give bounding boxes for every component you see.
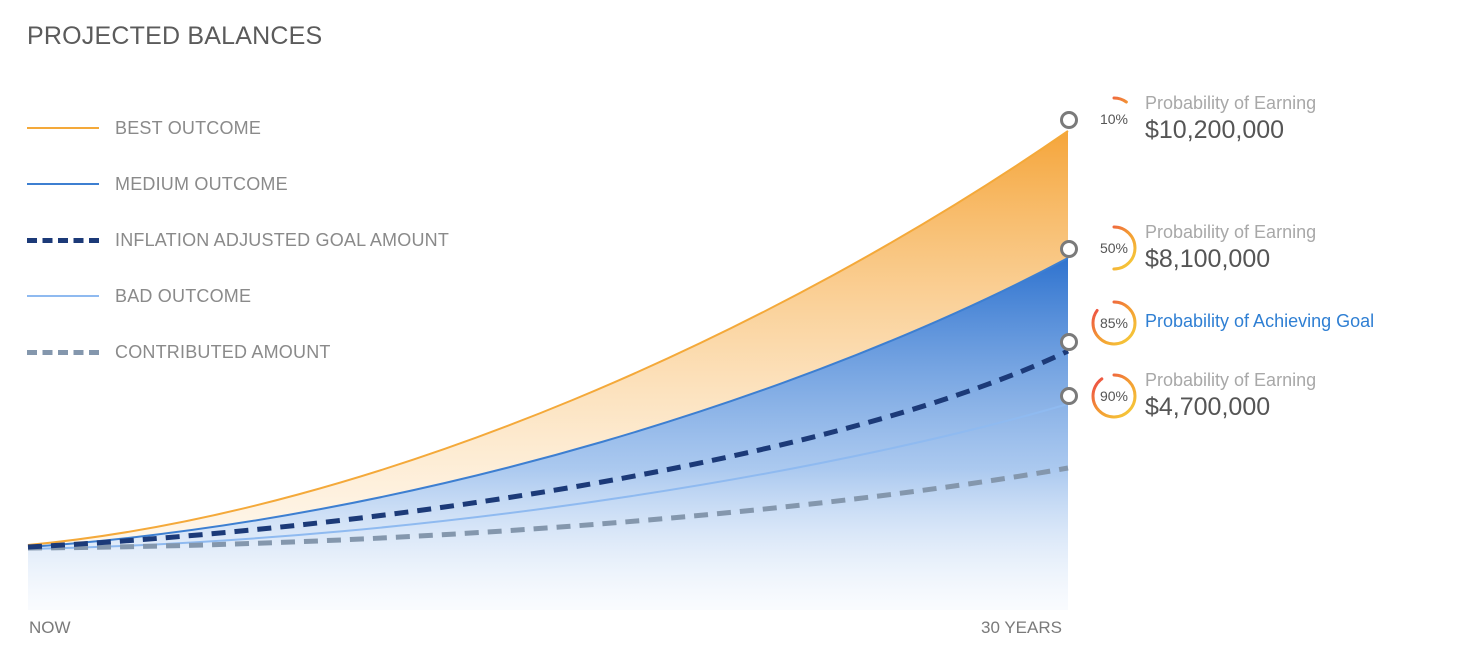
probability-label: Probability of Earning	[1145, 370, 1317, 390]
legend-label: BAD OUTCOME	[115, 285, 252, 306]
amount-value: $4,700,000	[1145, 393, 1271, 421]
legend-label: BEST OUTCOME	[115, 117, 262, 138]
goal-probability-label[interactable]: Probability of Achieving Goal	[1145, 311, 1375, 331]
legend-swatch-goal	[27, 237, 99, 243]
legend-item-contributed: CONTRIBUTED AMOUNT	[27, 324, 449, 380]
legend-swatch-medium	[27, 183, 99, 185]
legend-swatch-best	[27, 127, 99, 129]
ring-pct: 10%	[1100, 111, 1128, 127]
ring-pct: 90%	[1100, 388, 1128, 404]
amount-value: $10,200,000	[1145, 116, 1285, 144]
probability-ring: 90%	[1091, 373, 1137, 419]
page-title: PROJECTED BALANCES	[27, 22, 323, 50]
medium-outcome-area	[28, 258, 1068, 610]
legend-item-goal: INFLATION ADJUSTED GOAL AMOUNT	[27, 212, 449, 268]
ring-arc	[1091, 225, 1137, 271]
legend-label: INFLATION ADJUSTED GOAL AMOUNT	[115, 229, 450, 250]
legend-label: CONTRIBUTED AMOUNT	[115, 341, 331, 362]
best-outcome-area	[28, 131, 1068, 547]
legend-label: MEDIUM OUTCOME	[115, 173, 288, 194]
probability-ring: 10%	[1091, 96, 1137, 142]
callout-text: Probability of Earning $8,100,000	[1145, 222, 1316, 274]
inflation-goal-line	[27, 348, 1070, 550]
marker-best[interactable]	[1060, 111, 1078, 129]
ring-pct: 85%	[1100, 315, 1128, 331]
ring-arc	[1091, 96, 1137, 142]
legend-swatch-bad	[27, 295, 99, 297]
probability-label: Probability of Earning	[1145, 222, 1317, 242]
marker-bad[interactable]	[1060, 387, 1078, 405]
best-outcome-line	[27, 130, 1069, 546]
x-tick-now: NOW	[29, 618, 71, 637]
callout-text: Probability of Earning $10,200,000	[1145, 93, 1316, 145]
ring-arc	[1091, 300, 1137, 346]
marker-goal[interactable]	[1060, 333, 1078, 351]
amount-value: $8,100,000	[1145, 245, 1271, 273]
probability-ring: 50%	[1091, 225, 1137, 271]
bad-outcome-line	[27, 403, 1069, 550]
x-tick-30-years: 30 YEARS	[981, 618, 1062, 637]
marker-medium[interactable]	[1060, 240, 1078, 258]
callout-text: Probability of Achieving Goal	[1145, 311, 1374, 332]
probability-label: Probability of Earning	[1145, 93, 1317, 113]
contributed-amount-line	[27, 465, 1069, 551]
legend: BEST OUTCOME MEDIUM OUTCOME INFLATION AD…	[27, 108, 449, 380]
legend-item-medium: MEDIUM OUTCOME	[27, 156, 449, 212]
callout-text: Probability of Earning $4,700,000	[1145, 370, 1316, 422]
medium-outcome-line	[27, 257, 1069, 548]
ring-arc	[1091, 373, 1137, 419]
probability-ring: 85%	[1091, 300, 1137, 346]
ring-pct: 50%	[1100, 240, 1128, 256]
legend-item-bad: BAD OUTCOME	[27, 268, 449, 324]
legend-item-best: BEST OUTCOME	[27, 100, 449, 156]
legend-swatch-contributed	[27, 349, 99, 355]
